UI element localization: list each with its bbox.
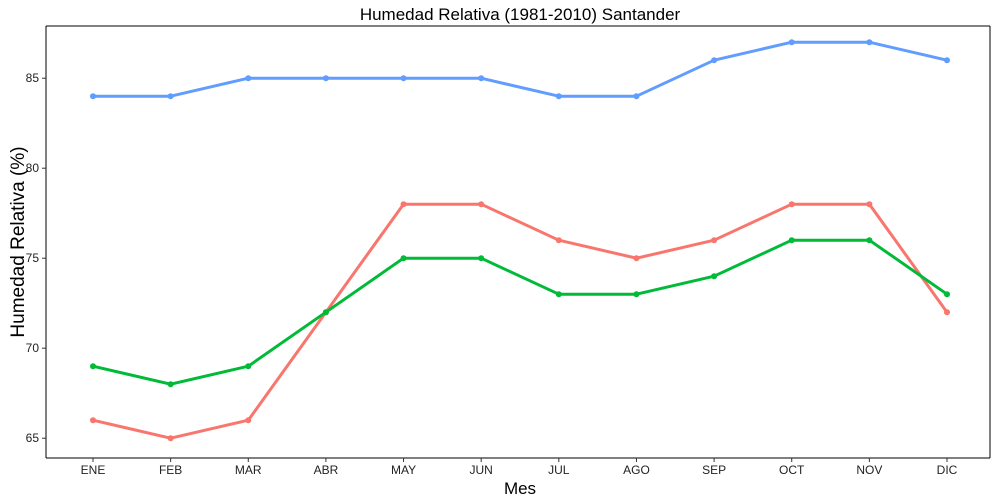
- data-point: [866, 39, 873, 46]
- data-point: [90, 93, 96, 100]
- x-tick-label: SEP: [702, 463, 726, 477]
- data-point: [788, 237, 795, 244]
- data-point: [555, 237, 562, 244]
- x-ticks: ENE FEB MAR ABR MAY JUN JUL AGO SEP OCT NOV DIC: [81, 458, 958, 477]
- data-point: [167, 435, 174, 442]
- plot-area: 65 70 75 80 85 ENE FEB MAR ABR MAY JUN JUL AGO SEP OC…: [26, 25, 991, 477]
- data-point: [400, 255, 407, 262]
- x-tick-label: MAY: [391, 463, 416, 477]
- data-point: [866, 201, 873, 208]
- data-point: [245, 75, 252, 82]
- data-point: [633, 255, 640, 262]
- x-tick-label: FEB: [159, 463, 182, 477]
- x-axis-label: Mes: [504, 479, 536, 498]
- x-tick-label: ABR: [314, 463, 339, 477]
- chart-title: Humedad Relativa (1981-2010) Santander: [360, 5, 681, 24]
- x-tick-label: AGO: [623, 463, 650, 477]
- data-point: [788, 201, 795, 208]
- y-ticks: 65 70 75 80 85: [26, 71, 46, 445]
- data-point: [245, 417, 252, 424]
- data-point: [555, 93, 562, 100]
- data-point: [944, 309, 950, 316]
- data-point: [788, 39, 795, 46]
- series-1: [90, 39, 950, 100]
- data-point: [711, 57, 718, 64]
- data-point: [90, 363, 96, 370]
- series-layer: [90, 39, 950, 442]
- y-tick-label: 70: [26, 341, 40, 355]
- series-line: [91, 40, 949, 98]
- y-tick-label: 65: [26, 431, 40, 445]
- data-point: [633, 291, 640, 298]
- data-point: [245, 363, 252, 370]
- series-2: [90, 201, 950, 442]
- x-tick-label: MAR: [235, 463, 262, 477]
- data-point: [90, 417, 96, 424]
- data-point: [478, 255, 485, 262]
- data-point: [866, 237, 873, 244]
- data-point: [711, 273, 718, 280]
- data-point: [478, 201, 485, 208]
- data-point: [944, 57, 950, 64]
- data-point: [400, 201, 407, 208]
- x-tick-label: JUN: [470, 463, 493, 477]
- data-point: [633, 93, 640, 100]
- data-point: [322, 309, 329, 316]
- data-point: [944, 291, 950, 298]
- x-tick-label: DIC: [937, 463, 958, 477]
- y-tick-label: 85: [26, 71, 40, 85]
- data-point: [400, 75, 407, 82]
- x-tick-label: NOV: [856, 463, 882, 477]
- data-point: [478, 75, 485, 82]
- data-point: [711, 237, 718, 244]
- y-tick-label: 80: [26, 161, 40, 175]
- data-point: [322, 75, 329, 82]
- series-line: [91, 202, 949, 440]
- y-axis-label: Humedad Relativa (%): [8, 146, 29, 337]
- data-point: [167, 93, 174, 100]
- x-tick-label: ENE: [81, 463, 106, 477]
- data-point: [555, 291, 562, 298]
- x-tick-label: JUL: [548, 463, 570, 477]
- series-line: [91, 238, 949, 386]
- series-3: [90, 237, 950, 388]
- data-point: [167, 381, 174, 388]
- x-tick-label: OCT: [779, 463, 805, 477]
- y-tick-label: 75: [26, 251, 40, 265]
